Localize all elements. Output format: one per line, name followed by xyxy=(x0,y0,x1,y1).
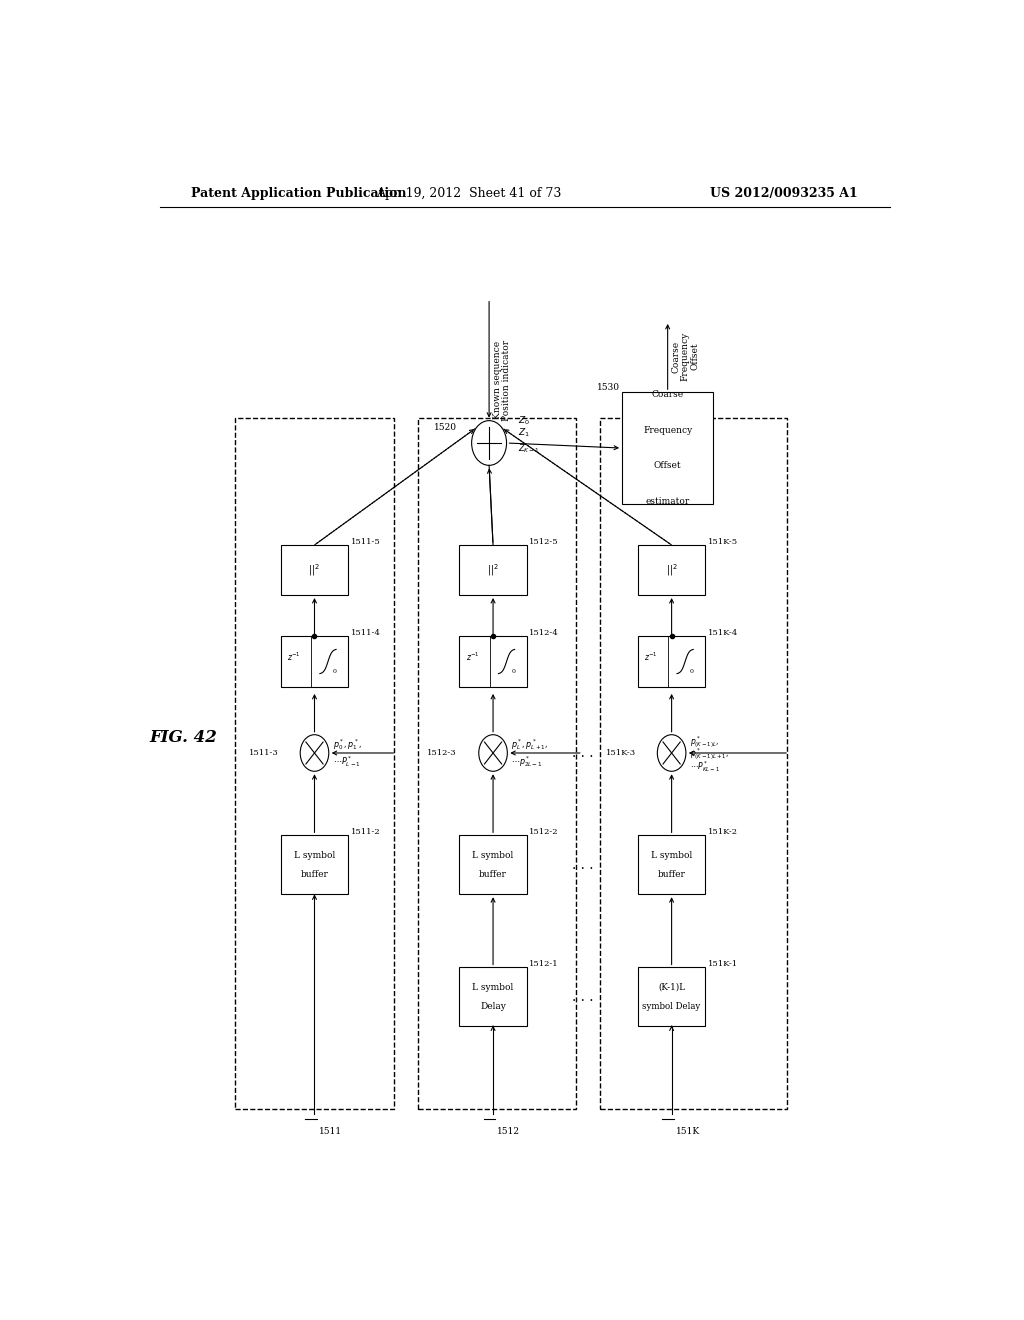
Bar xyxy=(418,417,577,1109)
Text: Delay: Delay xyxy=(480,1002,506,1011)
Text: 151K-2: 151K-2 xyxy=(708,828,737,837)
Text: 151K-5: 151K-5 xyxy=(708,539,738,546)
Text: $p_0^*,p_1^*,$: $p_0^*,p_1^*,$ xyxy=(333,738,361,752)
Text: $|  |^2$: $| |^2$ xyxy=(666,562,678,578)
Text: Position indicator: Position indicator xyxy=(502,339,511,421)
Text: Apr. 19, 2012  Sheet 41 of 73: Apr. 19, 2012 Sheet 41 of 73 xyxy=(377,187,562,201)
Text: buffer: buffer xyxy=(479,870,507,879)
Bar xyxy=(281,836,348,894)
Text: 0: 0 xyxy=(511,669,515,675)
Text: 1511-3: 1511-3 xyxy=(249,748,279,756)
Text: L symbol: L symbol xyxy=(294,851,335,859)
Text: Known sequence: Known sequence xyxy=(493,341,502,418)
Text: 1511-4: 1511-4 xyxy=(350,630,381,638)
Text: $\cdots P_{L-1}^*$: $\cdots P_{L-1}^*$ xyxy=(333,754,360,768)
Text: 1512-1: 1512-1 xyxy=(529,961,559,969)
Bar xyxy=(600,417,786,1109)
Text: 1512-4: 1512-4 xyxy=(529,630,559,638)
Bar xyxy=(638,545,706,595)
Text: 151K-4: 151K-4 xyxy=(708,630,738,638)
Bar xyxy=(638,968,706,1027)
Text: 151K-1: 151K-1 xyxy=(708,961,738,969)
Bar xyxy=(460,968,526,1027)
Text: 1511-5: 1511-5 xyxy=(350,539,380,546)
Text: 1511-2: 1511-2 xyxy=(350,828,380,837)
Text: FIG. 42: FIG. 42 xyxy=(150,729,217,746)
Text: 151K: 151K xyxy=(676,1127,699,1137)
Text: symbol Delay: symbol Delay xyxy=(642,1002,700,1011)
Text: $p_L^*,p_{L+1}^*,$: $p_L^*,p_{L+1}^*,$ xyxy=(511,738,549,752)
Text: 151K-3: 151K-3 xyxy=(606,748,636,756)
Text: 0: 0 xyxy=(690,669,694,675)
Text: Coarse: Coarse xyxy=(671,341,680,372)
Text: $z^{-1}$: $z^{-1}$ xyxy=(466,651,479,663)
Bar xyxy=(281,545,348,595)
Text: 1520: 1520 xyxy=(434,424,457,432)
Text: 1530: 1530 xyxy=(597,383,621,392)
Text: Offset: Offset xyxy=(654,462,681,470)
Text: $z^{-1}$: $z^{-1}$ xyxy=(644,651,658,663)
Text: buffer: buffer xyxy=(301,870,329,879)
Text: Coarse: Coarse xyxy=(651,389,684,399)
Text: 1512-3: 1512-3 xyxy=(427,748,457,756)
Text: $|  |^2$: $| |^2$ xyxy=(487,562,499,578)
Bar xyxy=(236,417,394,1109)
Bar xyxy=(460,836,526,894)
Text: 1512-5: 1512-5 xyxy=(529,539,559,546)
Text: . . .: . . . xyxy=(571,746,593,760)
Bar xyxy=(460,545,526,595)
Text: $\cdots p_{2L-1}^*$: $\cdots p_{2L-1}^*$ xyxy=(511,754,543,768)
Text: Offset: Offset xyxy=(690,343,699,371)
Text: $Z_0$: $Z_0$ xyxy=(518,414,530,426)
Text: (K-1)L: (K-1)L xyxy=(658,983,685,993)
Bar xyxy=(638,836,706,894)
Bar xyxy=(281,636,348,686)
Text: $Z_{K-1}$: $Z_{K-1}$ xyxy=(518,442,541,455)
Text: $|  |^2$: $| |^2$ xyxy=(308,562,321,578)
Bar xyxy=(622,392,714,504)
Text: buffer: buffer xyxy=(657,870,685,879)
Text: US 2012/0093235 A1: US 2012/0093235 A1 xyxy=(711,187,858,201)
Text: estimator: estimator xyxy=(645,498,690,507)
Text: Patent Application Publication: Patent Application Publication xyxy=(191,187,407,201)
Text: . . .: . . . xyxy=(571,990,593,1005)
Text: L symbol: L symbol xyxy=(472,983,514,993)
Text: $\cdots P_{KL-1}^*$: $\cdots P_{KL-1}^*$ xyxy=(690,759,720,774)
Text: $p_{(K-1)L+1}^*,$: $p_{(K-1)L+1}^*,$ xyxy=(690,747,729,763)
Text: Frequency: Frequency xyxy=(643,425,692,434)
Bar xyxy=(638,636,706,686)
Text: 0: 0 xyxy=(333,669,337,675)
Text: 1511: 1511 xyxy=(318,1127,342,1137)
Text: L symbol: L symbol xyxy=(651,851,692,859)
Text: $Z_1$: $Z_1$ xyxy=(518,426,530,440)
Text: . . .: . . . xyxy=(571,858,593,871)
Bar xyxy=(460,636,526,686)
Text: 1512: 1512 xyxy=(497,1127,520,1137)
Text: L symbol: L symbol xyxy=(472,851,514,859)
Text: $p_{(K-1)L}^*,$: $p_{(K-1)L}^*,$ xyxy=(690,735,719,751)
Text: Frequency: Frequency xyxy=(681,331,689,381)
Text: 1512-2: 1512-2 xyxy=(529,828,559,837)
Text: $z^{-1}$: $z^{-1}$ xyxy=(288,651,301,663)
